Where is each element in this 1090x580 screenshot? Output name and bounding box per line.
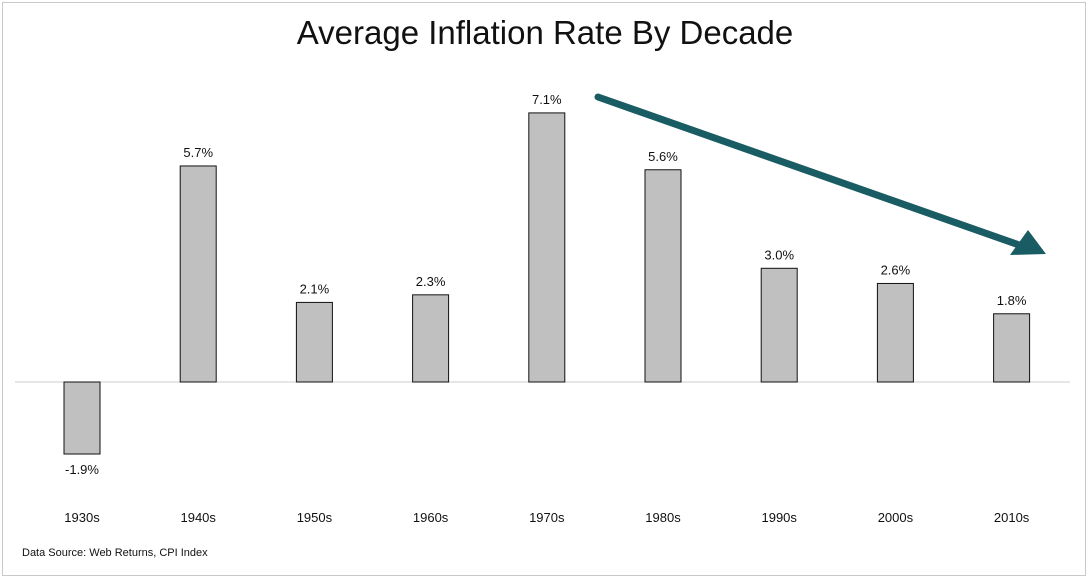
x-tick-label: 2010s	[994, 510, 1030, 525]
bar-1930s	[63, 381, 101, 455]
x-tick-label: 1940s	[180, 510, 216, 525]
x-tick-label: 1930s	[64, 510, 100, 525]
data-label: 7.1%	[532, 92, 562, 107]
data-label: 2.6%	[881, 262, 911, 277]
bar-1970s	[528, 112, 566, 383]
data-label: 1.8%	[997, 293, 1027, 308]
data-source-note: Data Source: Web Returns, CPI Index	[22, 547, 208, 559]
bar-1980s	[644, 169, 682, 383]
data-label: 5.7%	[183, 145, 213, 160]
x-tick-label: 1960s	[413, 510, 449, 525]
data-label: 2.1%	[300, 281, 330, 296]
data-label: -1.9%	[65, 462, 99, 477]
trend-arrow-head-icon	[1010, 230, 1046, 255]
chart-title: Average Inflation Rate By Decade	[296, 14, 794, 51]
data-label: 3.0%	[764, 247, 794, 262]
bar-2000s	[876, 282, 914, 383]
x-tick-label: 1950s	[297, 510, 333, 525]
bar-1940s	[179, 165, 217, 383]
bar-1990s	[760, 267, 798, 383]
x-tick-label: 1990s	[761, 510, 797, 525]
bar-1950s	[295, 301, 333, 383]
data-label: 5.6%	[648, 149, 678, 164]
data-label: 2.3%	[416, 274, 446, 289]
bar-1960s	[412, 294, 450, 383]
x-tick-label: 1980s	[645, 510, 681, 525]
x-tick-label: 1970s	[529, 510, 565, 525]
x-tick-label: 2000s	[878, 510, 914, 525]
bar-2010s	[993, 313, 1031, 383]
trend-arrow-shaft	[594, 93, 1026, 250]
